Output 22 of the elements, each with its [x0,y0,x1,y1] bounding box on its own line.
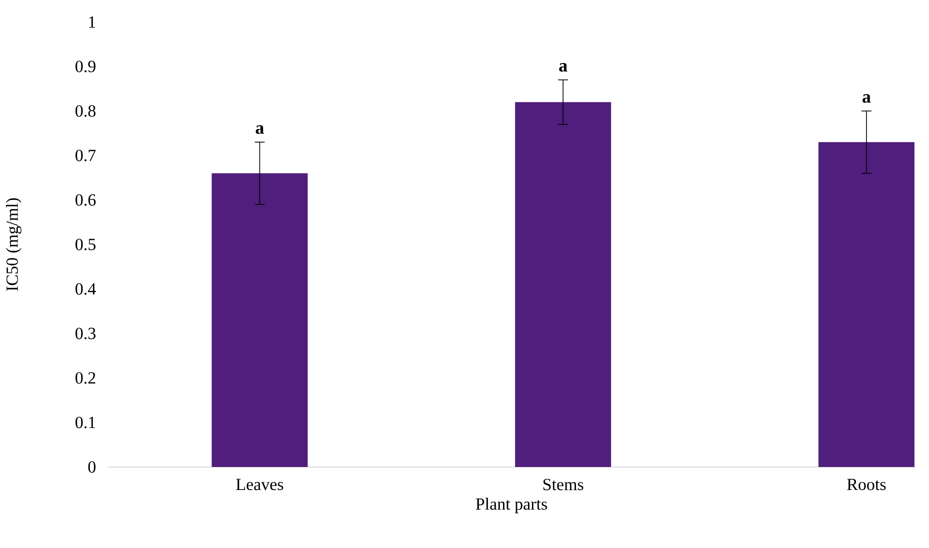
y-tick-label: 0.7 [76,150,96,162]
y-tick-label: 1 [89,16,96,28]
annotation: a [559,63,568,72]
annotation: a [256,125,264,134]
y-tick-label: 0.3 [76,328,96,340]
y-tick-label: 0.6 [76,194,96,206]
annotation: a [862,94,871,103]
bar [818,142,914,467]
x-axis-title: Plant parts [476,498,548,514]
bar [212,173,308,467]
x-tick-label: Leaves [236,478,284,490]
bar [515,102,612,467]
x-tick-label: Stems [543,478,584,490]
y-tick-label: 0 [88,461,96,473]
y-tick-label: 0.9 [76,60,96,72]
y-tick-label: 0.8 [76,105,96,117]
y-tick-label: 0.4 [76,283,96,295]
x-tick-label: Roots [847,478,886,490]
y-tick-label: 0.2 [76,372,96,384]
y-tick-label: 0.1 [76,416,96,428]
y-axis-title: IC50 (mg/ml) [6,198,22,291]
y-tick-label: 0.5 [76,238,96,250]
